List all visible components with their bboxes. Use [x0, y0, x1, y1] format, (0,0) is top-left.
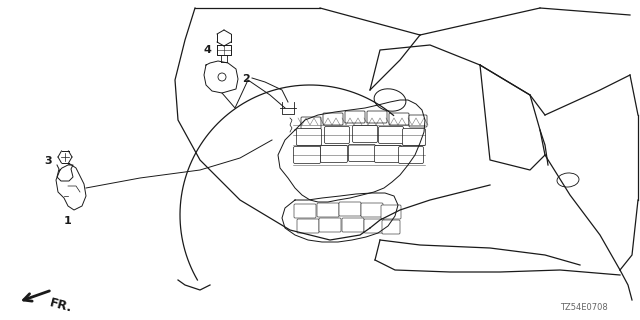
Text: 4: 4: [204, 45, 212, 55]
FancyBboxPatch shape: [364, 219, 384, 233]
FancyBboxPatch shape: [361, 203, 383, 217]
Text: 1: 1: [64, 216, 72, 226]
FancyBboxPatch shape: [399, 147, 424, 164]
FancyBboxPatch shape: [294, 204, 316, 218]
FancyBboxPatch shape: [374, 146, 401, 163]
FancyBboxPatch shape: [381, 205, 401, 219]
Ellipse shape: [557, 173, 579, 187]
FancyBboxPatch shape: [382, 220, 400, 234]
FancyBboxPatch shape: [319, 218, 341, 232]
FancyBboxPatch shape: [317, 203, 339, 217]
Text: 3: 3: [44, 156, 52, 166]
FancyBboxPatch shape: [378, 126, 403, 143]
FancyBboxPatch shape: [342, 218, 364, 232]
FancyBboxPatch shape: [323, 113, 343, 125]
FancyBboxPatch shape: [294, 147, 321, 164]
FancyBboxPatch shape: [324, 126, 349, 143]
FancyBboxPatch shape: [367, 111, 387, 123]
FancyBboxPatch shape: [409, 115, 427, 127]
FancyBboxPatch shape: [301, 117, 321, 129]
Text: TZ54E0708: TZ54E0708: [560, 303, 608, 312]
FancyBboxPatch shape: [297, 219, 319, 233]
FancyBboxPatch shape: [321, 146, 348, 163]
Circle shape: [218, 73, 226, 81]
FancyBboxPatch shape: [389, 113, 409, 125]
FancyBboxPatch shape: [353, 125, 378, 142]
FancyBboxPatch shape: [345, 111, 365, 123]
Ellipse shape: [374, 89, 406, 111]
Text: 2: 2: [242, 74, 250, 84]
FancyBboxPatch shape: [349, 145, 376, 162]
FancyBboxPatch shape: [403, 129, 426, 146]
FancyBboxPatch shape: [339, 202, 361, 216]
Text: FR.: FR.: [48, 297, 74, 315]
FancyBboxPatch shape: [296, 129, 321, 146]
